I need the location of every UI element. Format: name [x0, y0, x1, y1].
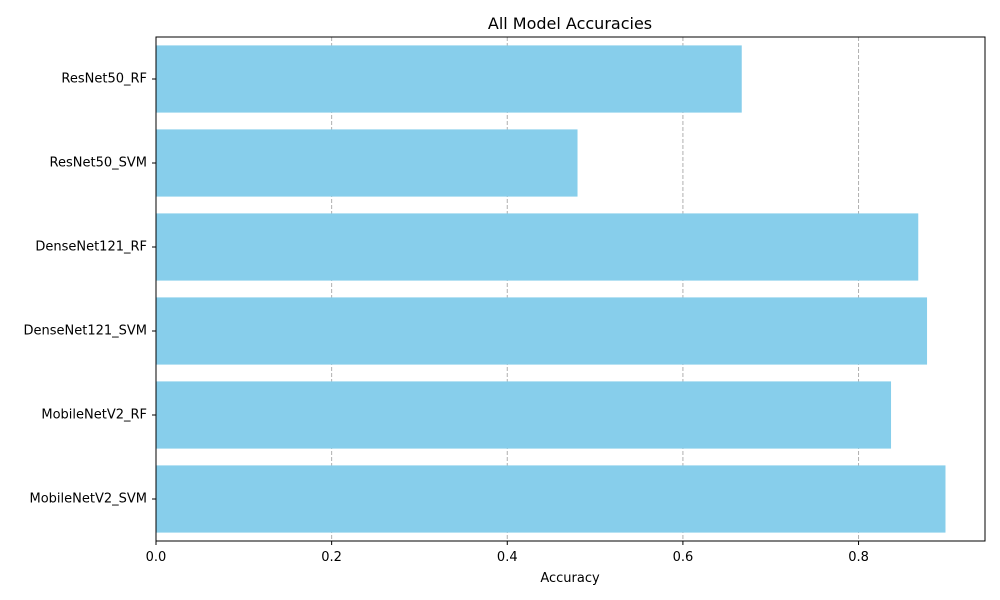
- x-tick-label: 0.6: [673, 550, 694, 565]
- x-tick-label: 0.0: [146, 550, 167, 565]
- y-tick-label: MobileNetV2_SVM: [30, 492, 148, 507]
- y-tick-label: ResNet50_RF: [61, 72, 147, 87]
- bar: [156, 45, 742, 113]
- bar: [156, 465, 946, 533]
- x-axis-label: Accuracy: [540, 571, 600, 586]
- x-tick-label: 0.4: [497, 550, 518, 565]
- x-axis-ticks: 0.0 0.2 0.4 0.6 0.8: [146, 541, 869, 565]
- y-tick-label: MobileNetV2_RF: [41, 408, 147, 423]
- y-tick-label: DenseNet121_RF: [35, 240, 147, 255]
- x-tick-label: 0.8: [848, 550, 869, 565]
- y-axis-ticks: ResNet50_RF ResNet50_SVM DenseNet121_RF Den…: [23, 72, 156, 507]
- bar: [156, 297, 928, 365]
- bars-layer: [156, 45, 946, 533]
- x-tick-label: 0.2: [321, 550, 342, 565]
- y-tick-label: ResNet50_SVM: [50, 156, 147, 171]
- grid-layer: [331, 37, 860, 541]
- y-tick-label: DenseNet121_SVM: [23, 324, 147, 339]
- chart-title: All Model Accuracies: [488, 14, 652, 33]
- bar: [156, 381, 892, 449]
- plot-frame: [155, 36, 986, 542]
- bar: [156, 213, 919, 281]
- bar: [156, 129, 578, 197]
